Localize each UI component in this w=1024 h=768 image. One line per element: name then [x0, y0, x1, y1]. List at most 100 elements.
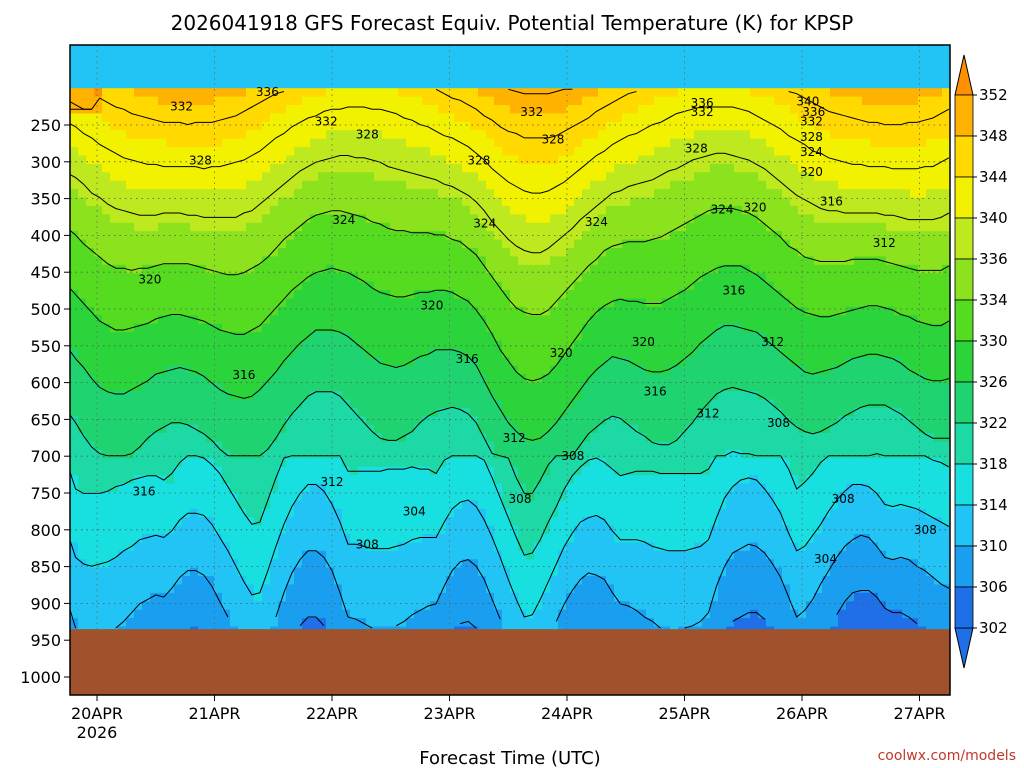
- field-cell: [118, 113, 127, 123]
- field-cell: [230, 475, 239, 485]
- field-cell: [382, 466, 391, 476]
- field-cell: [598, 475, 607, 485]
- field-cell: [182, 306, 191, 316]
- field-cell: [278, 298, 287, 308]
- field-cell: [470, 222, 479, 232]
- field-cell: [414, 332, 423, 342]
- field-cell: [358, 483, 367, 493]
- field-cell: [550, 483, 559, 493]
- field-cell: [78, 374, 87, 384]
- field-cell: [254, 559, 263, 569]
- field-cell: [358, 264, 367, 274]
- field-cell: [126, 466, 135, 476]
- field-cell: [414, 382, 423, 392]
- field-cell: [70, 231, 79, 241]
- field-cell: [414, 189, 423, 199]
- field-cell: [446, 222, 455, 232]
- field-cell: [134, 534, 143, 544]
- field-cell: [310, 172, 319, 182]
- field-cell: [638, 138, 647, 148]
- field-cell: [206, 130, 215, 140]
- field-cell: [334, 172, 343, 182]
- field-cell: [94, 433, 103, 443]
- field-cell: [230, 618, 239, 628]
- field-cell: [294, 323, 303, 333]
- field-cell: [206, 105, 215, 115]
- field-cell: [526, 449, 535, 459]
- field-cell: [294, 382, 303, 392]
- field-cell: [566, 491, 575, 501]
- field-cell: [182, 391, 191, 401]
- field-cell: [310, 441, 319, 451]
- field-cell: [286, 584, 295, 594]
- field-cell: [214, 365, 223, 375]
- field-cell: [142, 559, 151, 569]
- field-cell: [622, 222, 631, 232]
- field-cell: [110, 508, 119, 518]
- field-cell: [406, 374, 415, 384]
- field-cell: [254, 105, 263, 115]
- field-cell: [398, 96, 407, 106]
- field-cell: [414, 441, 423, 451]
- field-cell: [542, 205, 551, 215]
- field-cell: [590, 264, 599, 274]
- field-cell: [454, 222, 463, 232]
- field-cell: [102, 231, 111, 241]
- field-cell: [382, 340, 391, 350]
- field-cell: [526, 500, 535, 510]
- field-cell: [446, 466, 455, 476]
- field-cell: [78, 273, 87, 283]
- field-cell: [358, 88, 367, 98]
- field-cell: [590, 189, 599, 199]
- field-cell: [110, 517, 119, 527]
- field-cell: [486, 163, 495, 173]
- field-cell: [430, 163, 439, 173]
- field-cell: [230, 609, 239, 619]
- field-cell: [454, 449, 463, 459]
- field-cell: [158, 365, 167, 375]
- field-cell: [590, 441, 599, 451]
- field-cell: [582, 609, 591, 619]
- field-cell: [622, 534, 631, 544]
- field-cell: [534, 567, 543, 577]
- field-cell: [302, 248, 311, 258]
- field-cell: [334, 601, 343, 611]
- field-cell: [526, 609, 535, 619]
- field-cell: [374, 340, 383, 350]
- field-cell: [246, 222, 255, 232]
- field-cell: [310, 88, 319, 98]
- field-cell: [366, 618, 375, 628]
- field-cell: [238, 96, 247, 106]
- field-cell: [318, 534, 327, 544]
- field-cell: [94, 483, 103, 493]
- field-cell: [246, 348, 255, 358]
- field-cell: [414, 618, 423, 628]
- field-cell: [462, 500, 471, 510]
- field-cell: [486, 222, 495, 232]
- field-cell: [214, 290, 223, 300]
- field-cell: [582, 576, 591, 586]
- field-cell: [526, 491, 535, 501]
- field-cell: [318, 290, 327, 300]
- field-cell: [158, 231, 167, 241]
- field-cell: [190, 273, 199, 283]
- field-cell: [310, 180, 319, 190]
- field-cell: [382, 155, 391, 165]
- field-cell: [574, 256, 583, 266]
- field-cell: [174, 567, 183, 577]
- field-cell: [470, 323, 479, 333]
- field-cell: [622, 315, 631, 325]
- field-cell: [510, 340, 519, 350]
- field-cell: [294, 256, 303, 266]
- field-cell: [574, 601, 583, 611]
- field-cell: [278, 416, 287, 426]
- field-cell: [350, 576, 359, 586]
- field-cell: [574, 609, 583, 619]
- field-cell: [110, 340, 119, 350]
- field-cell: [78, 534, 87, 544]
- field-cell: [614, 88, 623, 98]
- field-cell: [566, 559, 575, 569]
- field-cell: [614, 315, 623, 325]
- field-cell: [534, 542, 543, 552]
- field-cell: [158, 348, 167, 358]
